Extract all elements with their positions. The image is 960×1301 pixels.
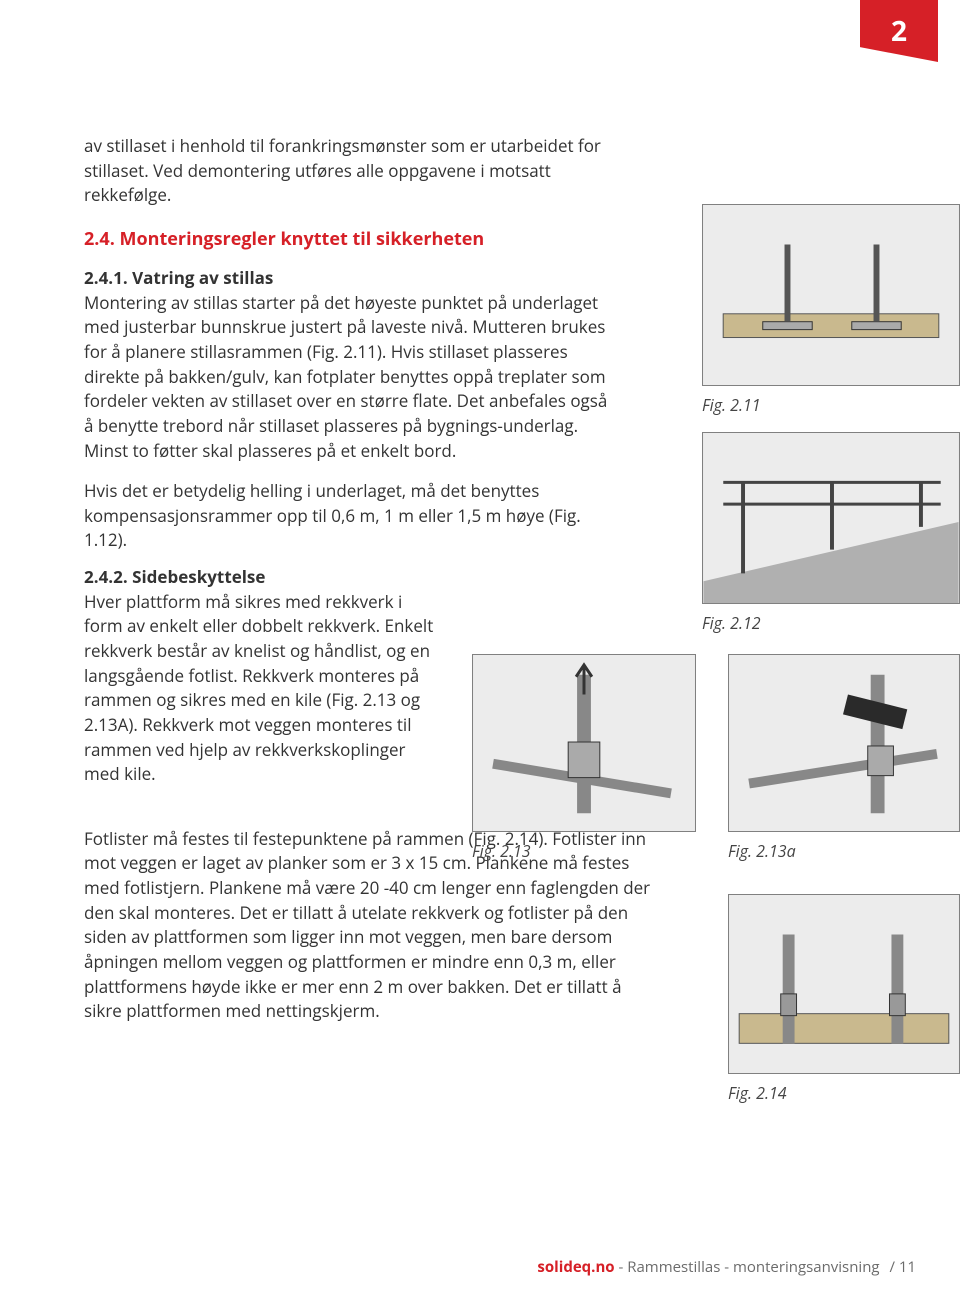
footer-text: - Rammestillas - monteringsanvisning <box>615 1257 884 1277</box>
figure-2-14-label: Fig. 2.14 <box>728 1082 787 1105</box>
footer-page-number: / 11 <box>889 1257 916 1277</box>
section-2-4-1-body: Montering av stillas starter på det høye… <box>84 291 607 462</box>
chapter-number: 2 <box>891 11 907 52</box>
fotlister-body: Fotlister må festes til festepunktene på… <box>84 827 652 1024</box>
footer-brand: solideq.no <box>537 1257 614 1277</box>
chapter-tab: 2 <box>860 0 938 62</box>
page-content: av stillaset i henhold til forankringsmø… <box>84 134 876 1024</box>
fotlister-paragraph: Fotlister må festes til festepunktene på… <box>84 827 652 1024</box>
figure-2-11-label: Fig. 2.11 <box>702 394 761 417</box>
section-2-4-2-body: Hver plattform må sikres med rekkverk i … <box>84 590 433 785</box>
intro-paragraph: av stillaset i henhold til forankringsmø… <box>84 134 614 208</box>
figure-2-13a <box>728 654 960 832</box>
figure-2-11 <box>702 204 960 386</box>
figure-2-14 <box>728 894 960 1074</box>
section-2-4-2-title: 2.4.2. Sidebeskyttelse <box>84 565 265 588</box>
figure-2-13-label: Fig. 2.13 <box>472 840 531 863</box>
figure-2-12 <box>702 432 960 604</box>
page-footer: solideq.no - Rammestillas - monteringsan… <box>537 1257 916 1279</box>
figure-2-12-label: Fig. 2.12 <box>702 612 761 635</box>
section-2-4-2: 2.4.2. Sidebeskyttelse Hver plattform må… <box>84 565 444 787</box>
figure-2-13 <box>472 654 696 832</box>
section-2-4-1-body2: Hvis det er betydelig helling i underlag… <box>84 479 614 553</box>
figure-2-13a-label: Fig. 2.13a <box>728 840 796 863</box>
section-2-4-1-title: 2.4.1. Vatring av stillas <box>84 266 273 289</box>
section-2-4-1: 2.4.1. Vatring av stillas Montering av s… <box>84 266 614 553</box>
